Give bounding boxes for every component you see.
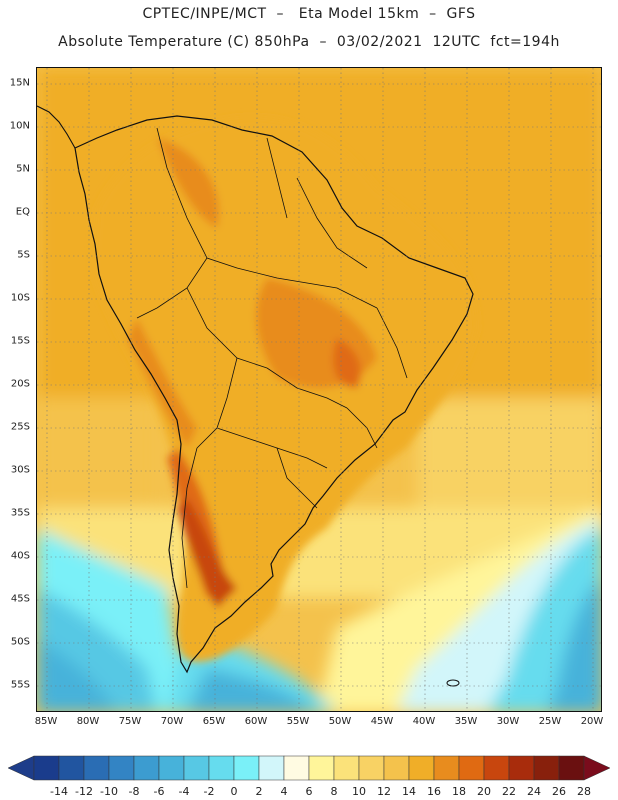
colorbar-tick-label: -6 <box>153 785 165 798</box>
colorbar-tick-label: 26 <box>552 785 566 798</box>
continent-outline <box>74 115 474 674</box>
longitude-label: 65W <box>202 716 226 727</box>
colorbar-swatch <box>208 755 235 781</box>
colorbar-swatch <box>458 755 485 781</box>
map-subtitle: Absolute Temperature (C) 850hPa – 03/02/… <box>58 34 560 50</box>
colorbar-swatch <box>383 755 410 781</box>
colorbar-tick-label: 12 <box>377 785 391 798</box>
colorbar-over-arrow <box>583 755 610 781</box>
colorbar-tick-label: -8 <box>128 785 140 798</box>
colorbar-tick-label: -14 <box>50 785 68 798</box>
colorbar-swatch <box>183 755 210 781</box>
colorbar-swatch <box>258 755 285 781</box>
colorbar-swatch <box>33 755 60 781</box>
longitude-label: 40W <box>412 716 436 727</box>
field-brazil-hot <box>333 338 361 388</box>
latitude-label: 45S <box>10 593 30 605</box>
longitude-label: 30W <box>496 716 520 727</box>
colorbar-tick-label: 10 <box>352 785 366 798</box>
latitude-label: 30S <box>10 464 30 476</box>
colorbar-swatch <box>108 755 135 781</box>
latitude-label: 55S <box>10 679 30 691</box>
colorbar-swatch <box>408 755 435 781</box>
field-south-atl-4 <box>547 579 601 711</box>
colorbar-swatch <box>58 755 85 781</box>
map-panel <box>36 67 602 712</box>
latitude-label: 5S <box>17 249 30 261</box>
colorbar-tick-label: 0 <box>230 785 238 798</box>
latitude-label: 25S <box>10 421 30 433</box>
colorbar-swatch <box>433 755 460 781</box>
latitude-label: 20S <box>10 378 30 390</box>
colorbar-tick-label: 28 <box>577 785 591 798</box>
colorbar-swatch <box>133 755 160 781</box>
colorbar-tick-label: 6 <box>305 785 313 798</box>
colorbar-tick-label: -12 <box>75 785 93 798</box>
colorbar-tick-label: 2 <box>255 785 263 798</box>
longitude-label: 80W <box>76 716 100 727</box>
colorbar-tick-label: 4 <box>280 785 288 798</box>
latitude-label: 15N <box>9 77 30 89</box>
field-drake-2 <box>187 668 315 711</box>
colorbar-tick-label: 8 <box>330 785 338 798</box>
colorbar-swatch <box>558 755 585 781</box>
longitude-label: 45W <box>370 716 394 727</box>
latitude-label: 5N <box>16 163 30 175</box>
colorbar-tick-label: 14 <box>402 785 416 798</box>
field-andes-west <box>127 318 197 448</box>
longitude-label: 70W <box>160 716 184 727</box>
colorbar-tick-label: 18 <box>452 785 466 798</box>
latitude-label: EQ <box>15 206 30 218</box>
colorbar-tick-label: -10 <box>100 785 118 798</box>
colorbar-swatch <box>83 755 110 781</box>
colorbar-swatch <box>508 755 535 781</box>
colorbar-swatch <box>158 755 185 781</box>
colorbar-swatch <box>358 755 385 781</box>
colorbar-tick-label: -2 <box>203 785 215 798</box>
colorbar-tick-label: 16 <box>427 785 441 798</box>
colorbar-tick-label: 20 <box>477 785 491 798</box>
longitude-label: 50W <box>328 716 352 727</box>
field-south-pac-3 <box>37 638 116 711</box>
colorbar-tick-label: 24 <box>527 785 541 798</box>
colorbar-tick-label: -4 <box>178 785 190 798</box>
colorbar-swatch <box>308 755 335 781</box>
longitude-label: 75W <box>118 716 142 727</box>
colorbar-swatch <box>283 755 310 781</box>
latitude-label: 15S <box>10 335 30 347</box>
latitude-label: 40S <box>10 550 30 562</box>
longitude-label: 25W <box>538 716 562 727</box>
colorbar-swatch <box>533 755 560 781</box>
colorbar-swatch <box>333 755 360 781</box>
country-borders <box>136 127 408 589</box>
map-title: CPTEC/INPE/MCT – Eta Model 15km – GFS <box>142 6 476 22</box>
temperature-map <box>37 68 601 711</box>
field-patagonia-hot <box>177 498 237 608</box>
colorbar-under-arrow <box>8 755 35 781</box>
field-colombia <box>157 138 219 228</box>
longitude-label: 60W <box>244 716 268 727</box>
central-america-outline <box>37 105 76 149</box>
falklands-outline <box>446 679 460 687</box>
longitude-label: 35W <box>454 716 478 727</box>
colorbar-swatch <box>233 755 260 781</box>
latitude-label: 50S <box>10 636 30 648</box>
longitude-label: 20W <box>580 716 604 727</box>
colorbar-tick-label: 22 <box>502 785 516 798</box>
latitude-label: 10S <box>10 292 30 304</box>
latitude-label: 10N <box>9 120 30 132</box>
colorbar-swatch <box>483 755 510 781</box>
longitude-label: 85W <box>34 716 58 727</box>
longitude-label: 55W <box>286 716 310 727</box>
color-scale-bar <box>8 755 610 781</box>
latitude-label: 35S <box>10 507 30 519</box>
